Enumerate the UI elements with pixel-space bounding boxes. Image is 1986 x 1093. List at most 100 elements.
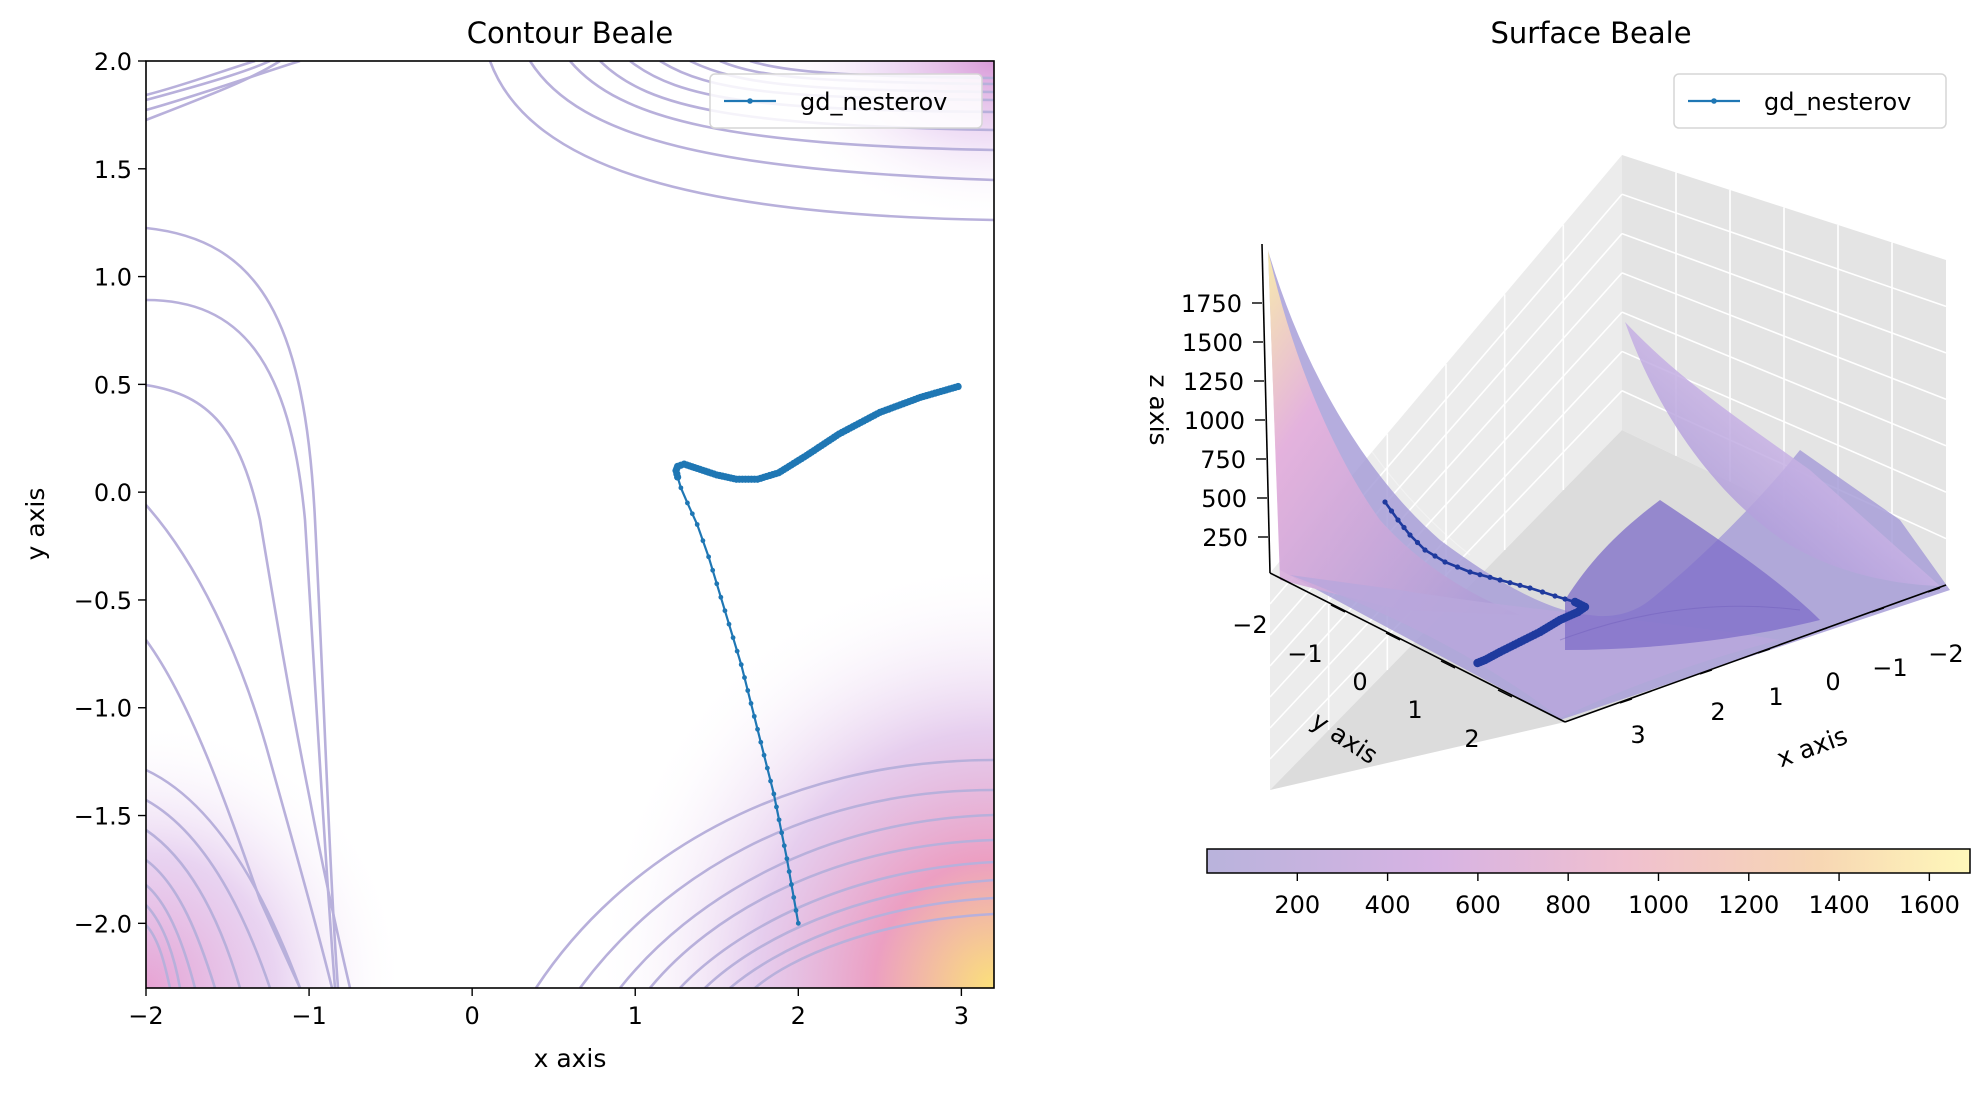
trajectory-point <box>678 485 684 491</box>
trajectory-point <box>706 554 712 560</box>
contour-line <box>146 639 302 988</box>
contour-lines <box>146 61 994 988</box>
trajectory-point <box>795 920 801 926</box>
contour-line <box>146 504 334 988</box>
trajectory-point <box>700 538 706 544</box>
contour-line <box>569 61 994 152</box>
contour-legend-box <box>709 73 983 129</box>
contour-line <box>146 828 242 988</box>
contour-x-tick-label: 0 <box>465 1002 480 1030</box>
surface-x-tick-mark <box>1927 587 1941 593</box>
surface-x-tick-mark <box>1699 669 1713 675</box>
trajectory-point <box>758 739 764 745</box>
trajectory-point <box>745 688 751 693</box>
contour-x-tick-label: 1 <box>628 1002 643 1030</box>
trajectory-point <box>710 567 716 573</box>
contour-line <box>146 904 182 988</box>
trajectory-point <box>781 843 787 849</box>
colorbar: 200 400 600 800 1000 1200 1400 1600 <box>1206 848 1971 919</box>
surface-x-tick-mark <box>1757 648 1771 654</box>
surface-z-tick-label: 1000 <box>1184 407 1245 435</box>
surface-z-tick-label: 750 <box>1200 446 1246 474</box>
surface-x-label: x axis <box>1773 721 1851 773</box>
colorbar-tick-label: 1600 <box>1899 891 1960 919</box>
contour-axes: −2 −1 0 1 2 3 −2.0 −1.5 −1.0 −0.5 0.0 0.5 1.0 1.5 2.0… <box>21 16 995 1073</box>
surface-title: Surface Beale <box>1490 16 1691 50</box>
contour-y-tick-label: −2.0 <box>74 910 132 938</box>
trajectory-point <box>784 856 790 862</box>
contour-line <box>704 878 994 988</box>
surface-mesh-right-wall <box>1625 322 1940 586</box>
surface-trajectory-point <box>1552 593 1558 599</box>
trajectory-point <box>748 701 754 706</box>
surface-y-tick-label: −1 <box>1287 640 1322 668</box>
surface-y-tick-mark <box>1497 689 1513 698</box>
surface-trajectory-point <box>1527 585 1533 591</box>
trajectory-point <box>791 895 797 900</box>
surface-trajectory-gd-nesterov <box>1382 499 1590 668</box>
surface-y-tick-mark <box>1385 632 1401 641</box>
surface-trajectory-point <box>1395 517 1401 523</box>
contour-y-tick-label: 0.0 <box>94 479 132 507</box>
surface-legend-box <box>1673 73 1947 129</box>
surface-trajectory-point <box>1507 580 1513 586</box>
surface-trajectory-point <box>1562 596 1568 602</box>
surface-trajectory-point <box>1382 499 1388 505</box>
contour-line <box>146 61 271 102</box>
colorbar-tick-label: 600 <box>1455 891 1501 919</box>
colorbar-tick-label: 800 <box>1545 891 1591 919</box>
contour-line <box>679 860 994 988</box>
trajectory-point <box>761 752 767 758</box>
contour-axes-frame <box>145 60 995 989</box>
trajectory-point <box>738 662 744 668</box>
surface-y-tick-label: 0 <box>1352 668 1367 696</box>
colorbar-ticks: 200 400 600 800 1000 1200 1400 1600 <box>1274 873 1960 919</box>
contour-y-tick-label: −0.5 <box>74 587 132 615</box>
contour-y-tick-label: 2.0 <box>94 48 132 76</box>
contour-line <box>146 924 172 988</box>
trajectory-point <box>789 882 794 887</box>
pane-grid-line <box>1269 311 1623 698</box>
contour-line <box>146 61 301 112</box>
surface-mesh <box>1267 249 1950 720</box>
trajectory-point <box>726 621 732 627</box>
contour-line <box>146 226 340 988</box>
trajectory-point <box>774 804 779 810</box>
contour-y-tick-label: 0.5 <box>94 371 132 399</box>
contour-x-ticks: −2 −1 0 1 2 3 <box>128 988 969 1030</box>
pane-grid-line <box>1621 272 1947 401</box>
surface-x-tick-label: 2 <box>1710 698 1725 726</box>
surface-mesh-front-face <box>1290 575 1780 718</box>
colorbar-tick-label: 1400 <box>1809 891 1870 919</box>
surface-axes: Surface Beale 250 500 750 1000 1250 1500 1750 −… <box>1144 16 1971 919</box>
contour-line <box>528 61 994 182</box>
trajectory-point <box>734 648 740 654</box>
surface-ticks: 250 500 750 1000 1250 1500 1750 −2 −1 0 1 2 −2 −1 0 1 2 3 <box>1181 290 1964 753</box>
surface-legend: gd_nesterov <box>1673 73 1947 129</box>
contour-line <box>754 912 994 988</box>
contour-y-label: y axis <box>21 488 50 561</box>
surface-x-tick-mark <box>1871 607 1885 613</box>
trajectory-point <box>768 778 773 784</box>
surface-z-tick-label: 250 <box>1202 524 1248 552</box>
colorbar-tick-label: 1000 <box>1628 891 1689 919</box>
surface-mesh-highlight <box>1267 249 1471 556</box>
surface-trajectory-point <box>1442 559 1448 565</box>
surface-z-tick-label: 1500 <box>1182 329 1243 357</box>
contour-line <box>618 813 994 988</box>
pane-grid-line <box>1621 311 1947 447</box>
contour-line <box>146 61 256 97</box>
trajectory-point <box>689 511 695 517</box>
contour-x-label: x axis <box>534 1044 607 1073</box>
surface-y-tick-label: 1 <box>1407 696 1422 724</box>
contour-y-tick-label: −1.5 <box>74 803 132 831</box>
contour-line <box>578 788 994 988</box>
trajectory-point <box>730 635 736 641</box>
contour-legend-marker <box>747 98 753 104</box>
surface-trajectory-point <box>1473 658 1482 668</box>
surface-trajectory-point <box>1454 564 1461 570</box>
trajectory-point <box>742 675 747 680</box>
contour-fill-corner-br <box>594 560 994 988</box>
contour-legend: gd_nesterov <box>709 73 983 129</box>
